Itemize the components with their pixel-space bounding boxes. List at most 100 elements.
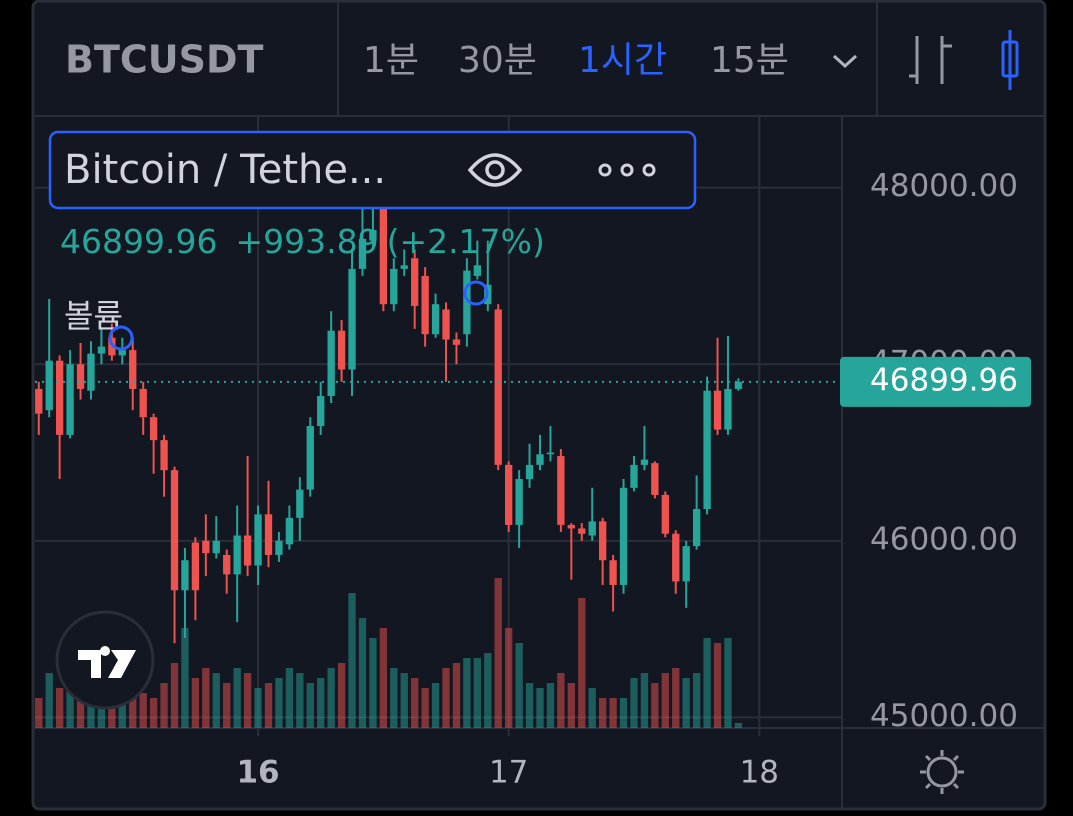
candle-body (473, 265, 482, 276)
candle-body (275, 540, 283, 555)
candle-body (400, 265, 408, 269)
candle-body (525, 464, 534, 480)
candle-body (243, 535, 252, 566)
candle-body (588, 521, 596, 536)
candle-body (223, 554, 231, 575)
volume-bar (348, 593, 356, 728)
last-price-label: 46899.96 (870, 362, 1018, 398)
candle-body (181, 560, 189, 591)
volume-bar (567, 683, 575, 728)
candle-body (567, 524, 575, 529)
x-tick-label: 17 (489, 755, 528, 791)
candle-body (452, 339, 461, 345)
more-icon[interactable] (598, 163, 656, 177)
volume-bar (734, 723, 743, 728)
candle-body (97, 346, 106, 354)
legend-values: 46899.96 +993.89 (+2.17%) (60, 222, 545, 261)
tradingview-logo[interactable] (55, 610, 155, 710)
legend-name: Bitcoin / Tethe... (64, 147, 386, 193)
candle-body (421, 275, 429, 335)
candle-body (672, 533, 680, 582)
candle-body (692, 509, 701, 547)
logo-mark (78, 650, 136, 678)
volume-bar (212, 673, 220, 728)
candle-body (296, 489, 304, 518)
y-tick-label: 45000.00 (870, 698, 1018, 734)
volume-bar (431, 683, 440, 728)
candle-body (515, 479, 523, 525)
legend-box[interactable] (48, 130, 697, 210)
volume-bar (421, 688, 429, 728)
event-marker[interactable] (108, 325, 134, 351)
volume-bar (45, 673, 53, 728)
volume-bar (223, 683, 231, 728)
volume-bar (692, 673, 701, 728)
legend-change-pct: (+2.17%) (387, 222, 545, 261)
candle-body (442, 309, 450, 340)
y-tick-label: 48000.00 (870, 168, 1018, 204)
candle-body (713, 390, 722, 430)
volume-bar (233, 668, 241, 728)
volume-bar (651, 683, 659, 728)
volume-bar (724, 638, 732, 728)
volume-bar (191, 678, 200, 728)
candle-body (317, 396, 325, 427)
volume-bar (337, 663, 346, 728)
volume-bar (411, 678, 419, 728)
candle-body (191, 542, 200, 591)
volume-bar (661, 673, 669, 728)
candle-body (640, 459, 649, 465)
candle-body (734, 381, 743, 389)
volume-bar (317, 678, 325, 728)
volume-bar (202, 668, 210, 728)
bar-style-icon[interactable] (909, 36, 952, 84)
volume-bar (713, 643, 722, 728)
candle-body (160, 440, 168, 471)
interval-button[interactable]: 1시간 (578, 40, 667, 81)
event-marker[interactable] (463, 280, 489, 306)
volume-bar (379, 628, 388, 728)
volume-bar (578, 598, 586, 728)
volume-bar (400, 673, 408, 728)
volume-bar (484, 653, 492, 728)
volume-bar (129, 688, 137, 728)
interval-button[interactable]: 30분 (458, 40, 537, 81)
candle-body (578, 528, 586, 534)
candle-body (66, 364, 74, 435)
settings-icon[interactable] (920, 750, 964, 794)
volume-bar (264, 683, 273, 728)
candle-body (536, 454, 544, 465)
candle-body (233, 535, 241, 575)
candle-body (682, 546, 690, 582)
volume-bar (390, 668, 398, 728)
interval-button[interactable]: 15분 (710, 40, 789, 81)
volume-bar (703, 638, 711, 728)
volume-bar (306, 683, 314, 728)
volume-bar (296, 673, 304, 728)
candle-body (87, 353, 95, 391)
volume-bar (598, 698, 607, 728)
candle-body (139, 388, 147, 418)
volume-bar (525, 683, 534, 728)
volume-bar (170, 663, 179, 728)
eye-icon[interactable] (467, 153, 523, 187)
y-tick-label: 46000.00 (870, 521, 1018, 557)
interval-button[interactable]: 1분 (363, 40, 419, 81)
logo-dot (100, 646, 110, 656)
candle-body (337, 330, 346, 370)
candle-body (170, 470, 179, 591)
volume-bar (640, 673, 649, 728)
candle-body (118, 350, 126, 356)
candle-body (35, 388, 43, 414)
volume-bar (243, 673, 252, 728)
candle-body (724, 388, 732, 430)
volume-bar (87, 698, 95, 728)
volume-bar (630, 678, 638, 728)
symbol[interactable]: BTCUSDT (65, 38, 264, 82)
candle-body (557, 456, 565, 525)
candle-style-icon[interactable] (1001, 30, 1019, 90)
candle-body (463, 270, 471, 335)
dropdown-chevron[interactable] (832, 54, 858, 69)
volume-bar (66, 668, 74, 728)
